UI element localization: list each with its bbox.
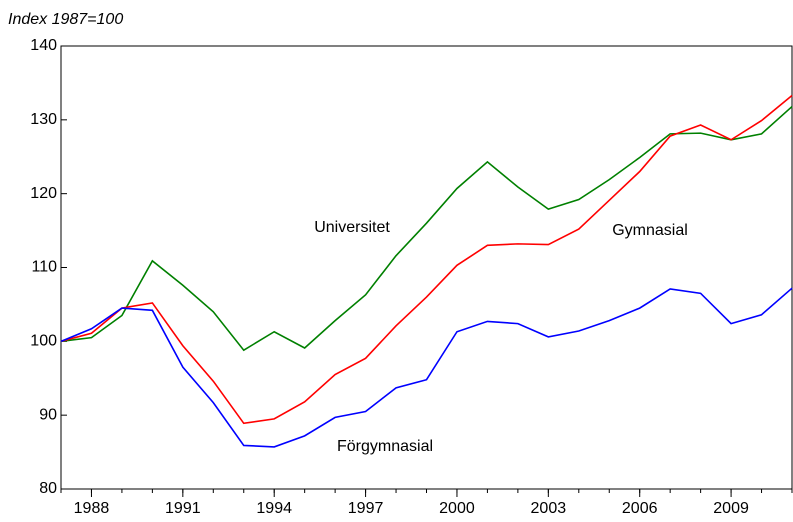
y-tick-label: 120 (30, 185, 57, 202)
series-label: Gymnasial (612, 222, 688, 239)
x-tick-label: 1991 (165, 500, 201, 517)
y-tick-label: 90 (39, 406, 57, 423)
x-tick-label: 2009 (713, 500, 749, 517)
series-line (60, 94, 793, 425)
x-tick-label: 2003 (531, 500, 567, 517)
y-tick-label: 140 (30, 37, 57, 54)
x-tick-label: 2006 (622, 500, 658, 517)
y-axis-label: Index 1987=100 (8, 11, 123, 28)
x-tick-label: 1997 (348, 500, 384, 517)
x-tick-label: 1994 (256, 500, 292, 517)
series-line (60, 105, 793, 352)
plot-frame (60, 45, 793, 490)
series-label: Universitet (314, 219, 390, 236)
x-tick-label: 1988 (74, 500, 110, 517)
y-tick-label: 80 (39, 480, 57, 497)
x-tick-label: 2000 (439, 500, 475, 517)
series-line (60, 287, 793, 448)
series-label: Förgymnasial (337, 438, 433, 455)
y-tick-label: 130 (30, 111, 57, 128)
y-tick-label: 110 (31, 259, 57, 276)
y-tick-label: 100 (30, 333, 57, 350)
